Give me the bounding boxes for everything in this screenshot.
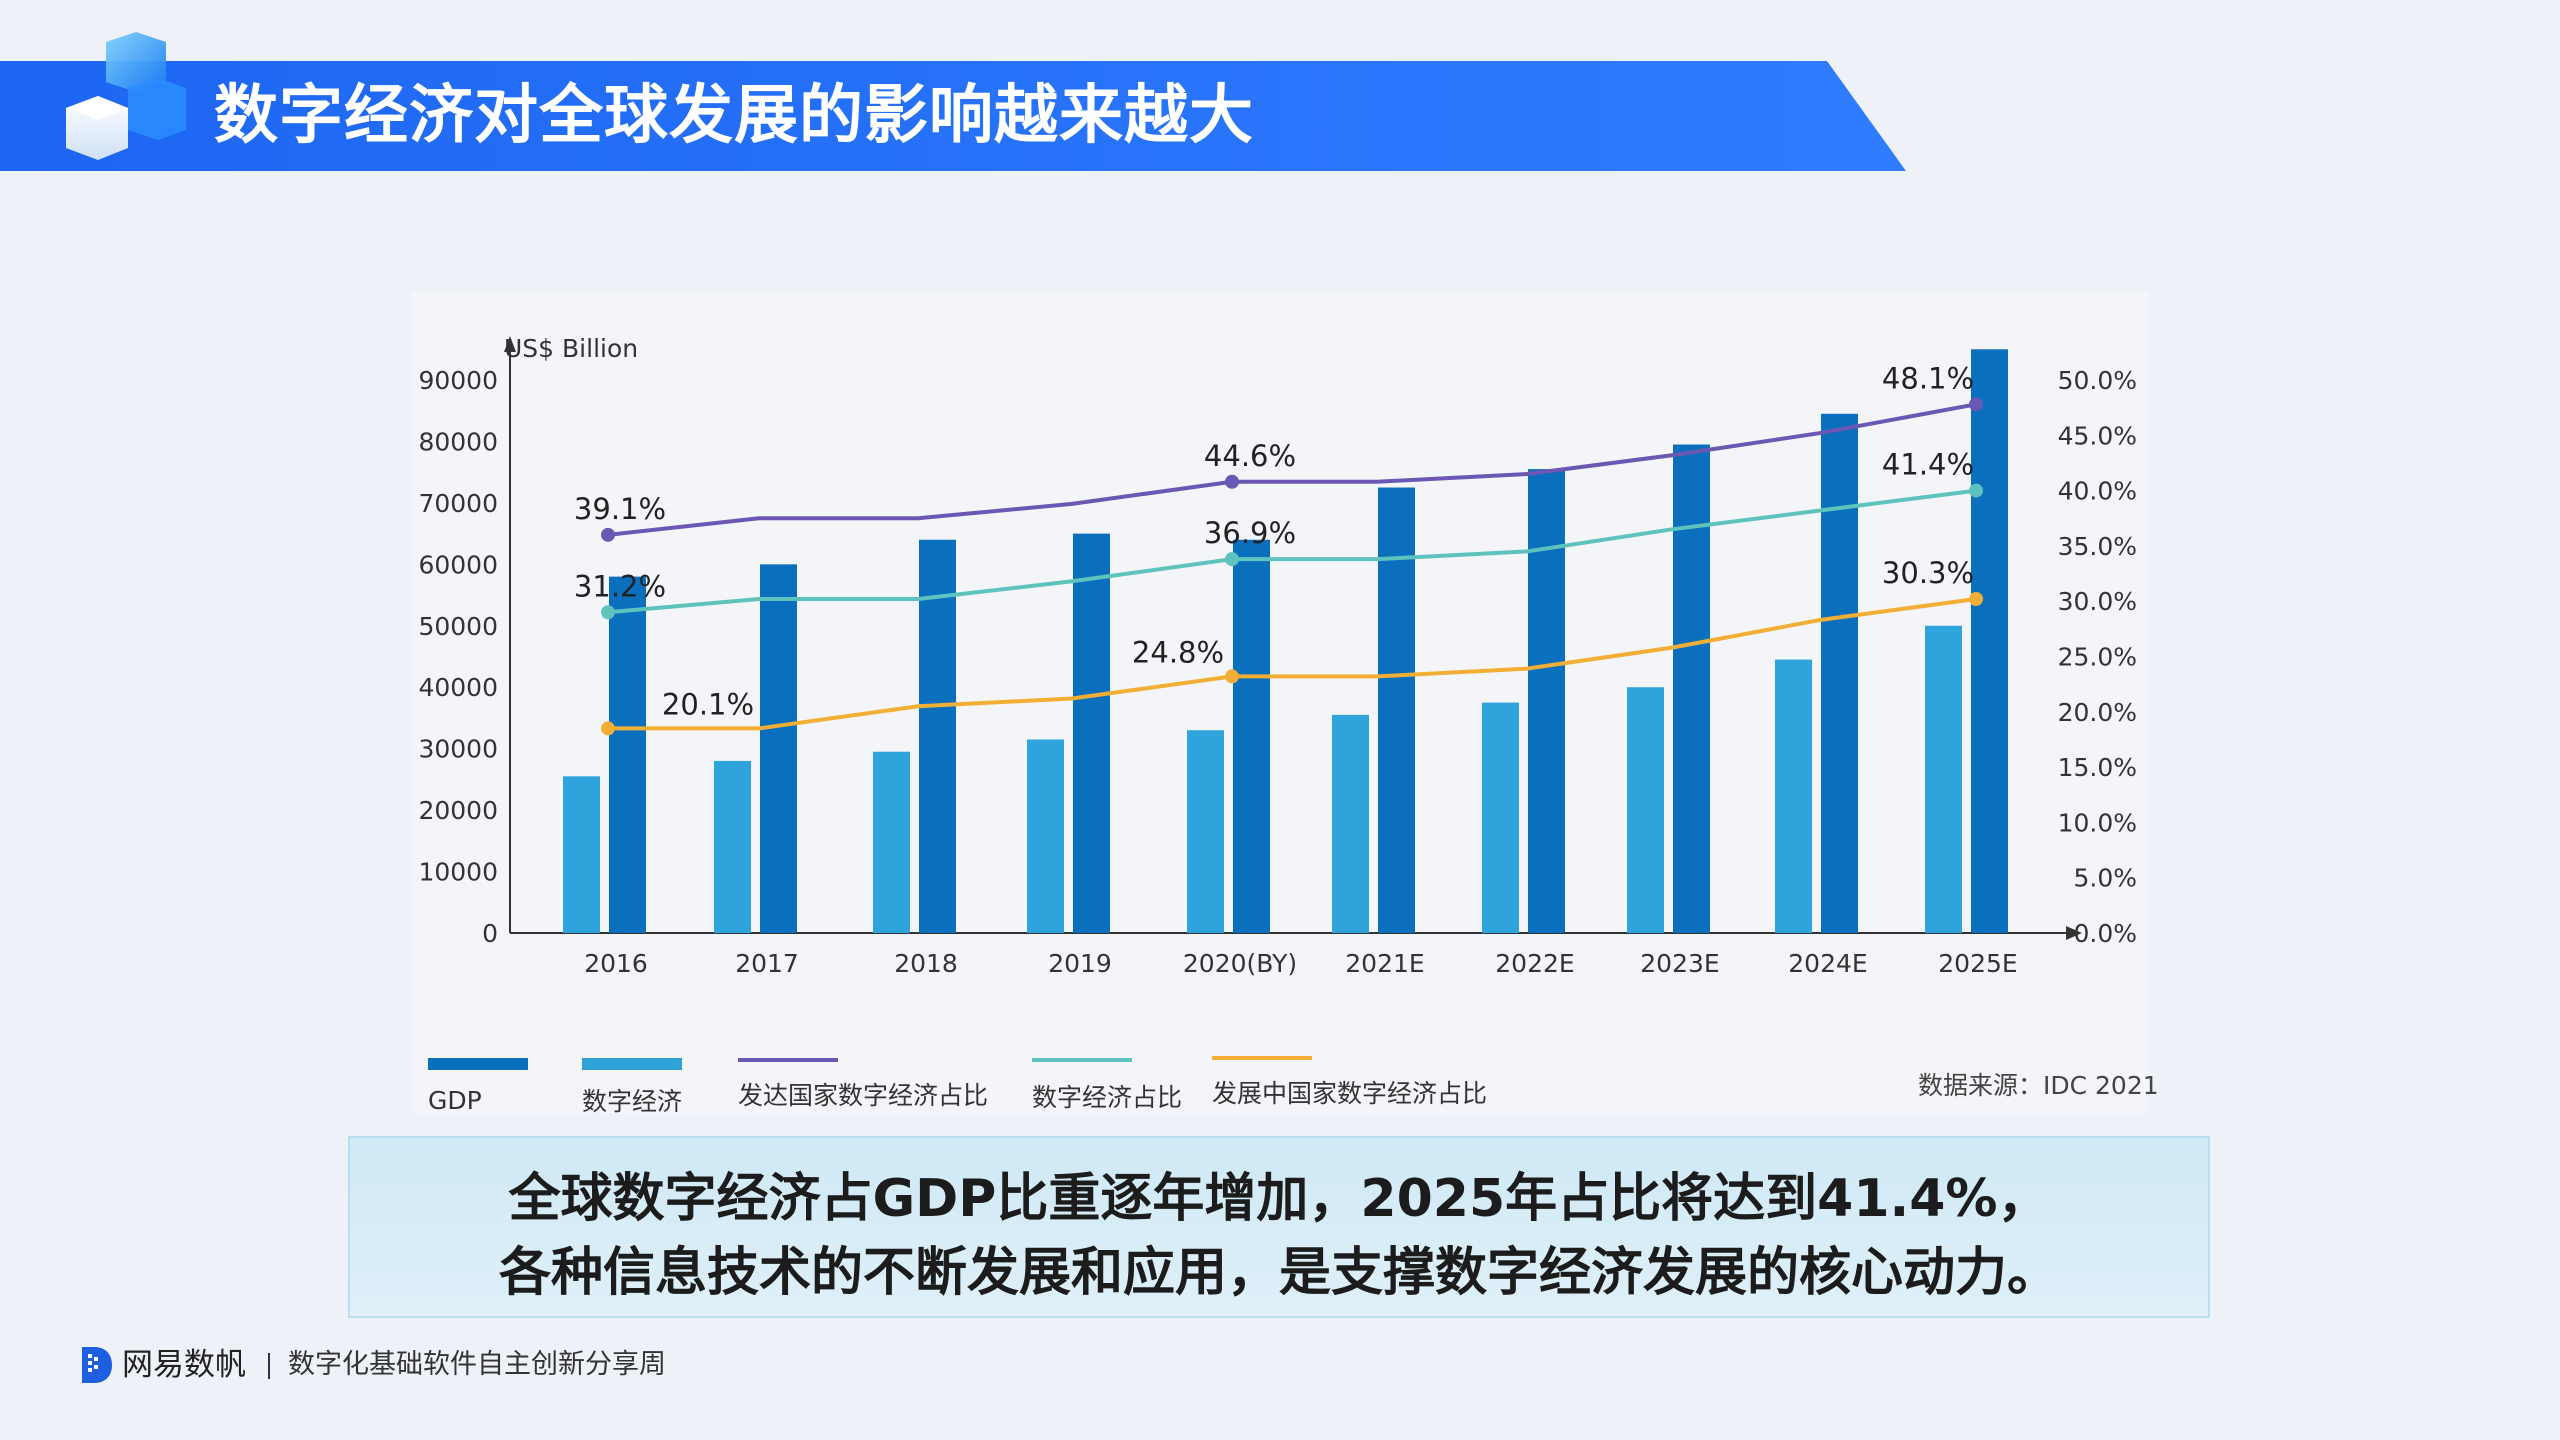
x-tick-label: 2016 bbox=[584, 949, 648, 978]
data-source-note: 数据来源：IDC 2021 bbox=[1918, 1071, 2159, 1100]
summary-line-1: 全球数字经济占GDP比重逐年增加，2025年占比将达到41.4%， bbox=[508, 1169, 2050, 1229]
y-left-tick-label: 20000 bbox=[418, 796, 498, 825]
line-point-marker bbox=[1225, 669, 1239, 684]
y-right-tick-label: 45.0% bbox=[2058, 421, 2137, 450]
y-right-tick-label: 25.0% bbox=[2058, 643, 2137, 672]
y-right-tick-label: 5.0% bbox=[2073, 864, 2137, 893]
page-title: 数字经济对全球发展的影响越来越大 bbox=[214, 79, 1254, 153]
x-tick-label: 2023E bbox=[1640, 949, 1719, 978]
y-right-tick-label: 10.0% bbox=[2058, 808, 2137, 837]
line-series bbox=[607, 402, 1977, 537]
combo-chart: US$ Billion 0 10000 20000 30000 40000 50000 600… bbox=[418, 334, 2137, 978]
y-right-tick-label: 40.0% bbox=[2058, 477, 2137, 506]
summary-box: 全球数字经济占GDP比重逐年增加，2025年占比将达到41.4%， 各种信息技术… bbox=[348, 1136, 2210, 1318]
x-tick-label: 2018 bbox=[894, 949, 958, 978]
legend-label-developed-share: 发达国家数字经济占比 bbox=[738, 1081, 989, 1110]
line-data-label: 44.6% bbox=[1204, 439, 1296, 473]
line-data-label: 39.1% bbox=[574, 492, 666, 526]
bar-digital-economy bbox=[714, 760, 751, 933]
chart-panel bbox=[412, 292, 2148, 1114]
bar-digital-economy bbox=[1775, 659, 1812, 933]
line-data-label: 30.3% bbox=[1882, 556, 1974, 590]
bar-gdp bbox=[1821, 413, 1858, 933]
y-left-tick-label: 50000 bbox=[418, 612, 498, 641]
bar-gdp bbox=[1673, 444, 1710, 933]
line-point-marker bbox=[1969, 397, 1983, 412]
legend-swatch-digital-economy bbox=[582, 1058, 682, 1070]
y-right-tick-label: 35.0% bbox=[2058, 532, 2137, 561]
y-right-tick-label: 15.0% bbox=[2058, 753, 2137, 782]
y-left-tick-label: 0 bbox=[482, 919, 498, 948]
bar-gdp bbox=[1378, 487, 1415, 933]
line-data-label: 41.4% bbox=[1882, 448, 1974, 482]
y-right-tick-label: 0.0% bbox=[2073, 919, 2137, 948]
bar-gdp bbox=[1233, 539, 1270, 933]
line-point-marker bbox=[601, 721, 615, 736]
y-left-tick-label: 70000 bbox=[418, 489, 498, 518]
line-point-marker bbox=[1969, 483, 1983, 498]
bar-gdp bbox=[609, 576, 646, 933]
line-data-label: 36.9% bbox=[1204, 516, 1296, 550]
y-left-tick-label: 60000 bbox=[418, 550, 498, 579]
bar-digital-economy bbox=[1332, 714, 1369, 933]
line-data-label: 20.1% bbox=[662, 687, 754, 721]
y-left-tick-label: 30000 bbox=[418, 735, 498, 764]
line-series bbox=[607, 488, 1977, 615]
legend-label-digital-economy: 数字经济 bbox=[582, 1087, 683, 1116]
bar-gdp bbox=[1073, 533, 1110, 933]
bar-digital-economy bbox=[1027, 739, 1064, 933]
bar-digital-economy bbox=[1482, 702, 1519, 933]
bar-gdp bbox=[1528, 469, 1565, 933]
line-data-label: 31.2% bbox=[574, 569, 666, 603]
bar-gdp bbox=[919, 539, 956, 933]
y-left-tick-label: 90000 bbox=[418, 366, 498, 395]
summary-line-2: 各种信息技术的不断发展和应用，是支撑数字经济发展的核心动力。 bbox=[498, 1243, 2059, 1303]
y-right-tick-label: 20.0% bbox=[2058, 698, 2137, 727]
footer-brand: 网易数帆 bbox=[122, 1347, 246, 1383]
x-tick-label: 2017 bbox=[735, 949, 799, 978]
x-tick-label: 2022E bbox=[1495, 949, 1574, 978]
legend-swatch-digital-share bbox=[1032, 1058, 1132, 1062]
legend-label-developing-share: 发展中国家数字经济占比 bbox=[1212, 1079, 1488, 1108]
y-left-tick-label: 80000 bbox=[418, 427, 498, 456]
bar-digital-economy bbox=[1187, 730, 1224, 933]
line-series bbox=[608, 597, 1977, 731]
line-point-marker bbox=[1969, 591, 1983, 606]
x-axis-arrow bbox=[2066, 926, 2082, 940]
x-tick-label: 2024E bbox=[1788, 949, 1867, 978]
y-left-tick-label: 40000 bbox=[418, 673, 498, 702]
y-left-tick-label: 10000 bbox=[418, 858, 498, 887]
legend-swatch-gdp bbox=[428, 1058, 528, 1070]
legend-swatch-developed-share bbox=[738, 1058, 838, 1062]
y-axis-title: US$ Billion bbox=[504, 334, 638, 363]
legend-label-gdp: GDP bbox=[428, 1086, 482, 1115]
line-point-marker bbox=[601, 527, 615, 542]
line-data-label: 48.1% bbox=[1882, 361, 1974, 395]
bar-gdp bbox=[1971, 349, 2008, 933]
legend-label-digital-share: 数字经济占比 bbox=[1032, 1083, 1183, 1112]
footer-event-name: 数字化基础软件自主创新分享周 bbox=[288, 1349, 666, 1380]
x-tick-label: 2021E bbox=[1345, 949, 1424, 978]
y-right-tick-label: 50.0% bbox=[2058, 366, 2137, 395]
x-tick-label: 2025E bbox=[1938, 949, 2017, 978]
line-point-marker bbox=[601, 605, 615, 620]
bar-digital-economy bbox=[873, 751, 910, 933]
line-point-marker bbox=[1225, 474, 1239, 489]
cube-logo-icon bbox=[66, 32, 186, 160]
bar-digital-economy bbox=[1627, 687, 1664, 933]
bar-digital-economy bbox=[1925, 625, 1962, 933]
netease-shufan-logo-icon bbox=[82, 1347, 112, 1383]
title-banner bbox=[0, 61, 1906, 171]
y-right-tick-label: 30.0% bbox=[2058, 587, 2137, 616]
bar-gdp bbox=[760, 564, 797, 933]
legend-swatch-developing-share bbox=[1212, 1056, 1312, 1060]
bar-digital-economy bbox=[563, 776, 600, 933]
x-tick-label: 2020(BY) bbox=[1183, 949, 1297, 978]
line-point-marker bbox=[1225, 552, 1239, 567]
x-tick-label: 2019 bbox=[1048, 949, 1112, 978]
line-data-label: 24.8% bbox=[1132, 635, 1224, 669]
footer-divider bbox=[268, 1353, 270, 1379]
y-axis-arrow bbox=[504, 336, 516, 352]
